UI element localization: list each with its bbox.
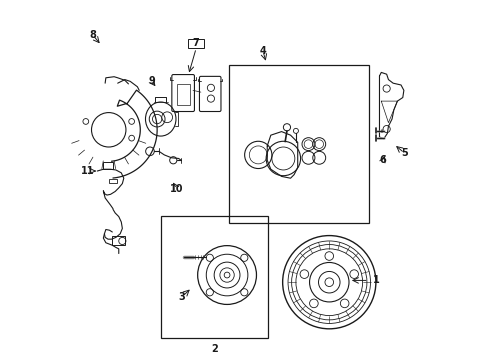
Text: 5: 5	[401, 148, 408, 158]
Bar	[109, 179, 117, 183]
Bar	[229, 65, 368, 223]
Text: 7: 7	[193, 39, 199, 48]
Text: 11: 11	[80, 166, 94, 176]
Text: 1: 1	[373, 275, 380, 285]
Text: 9: 9	[148, 76, 155, 86]
Bar	[112, 235, 125, 244]
Bar	[161, 216, 269, 338]
Text: 4: 4	[260, 46, 266, 56]
Text: 3: 3	[179, 292, 186, 302]
Bar	[177, 84, 191, 105]
Text: 6: 6	[380, 155, 387, 165]
Text: 10: 10	[170, 184, 184, 194]
Bar	[102, 162, 113, 169]
Text: 2: 2	[211, 343, 218, 354]
Text: 8: 8	[89, 30, 96, 40]
Bar	[188, 39, 204, 48]
